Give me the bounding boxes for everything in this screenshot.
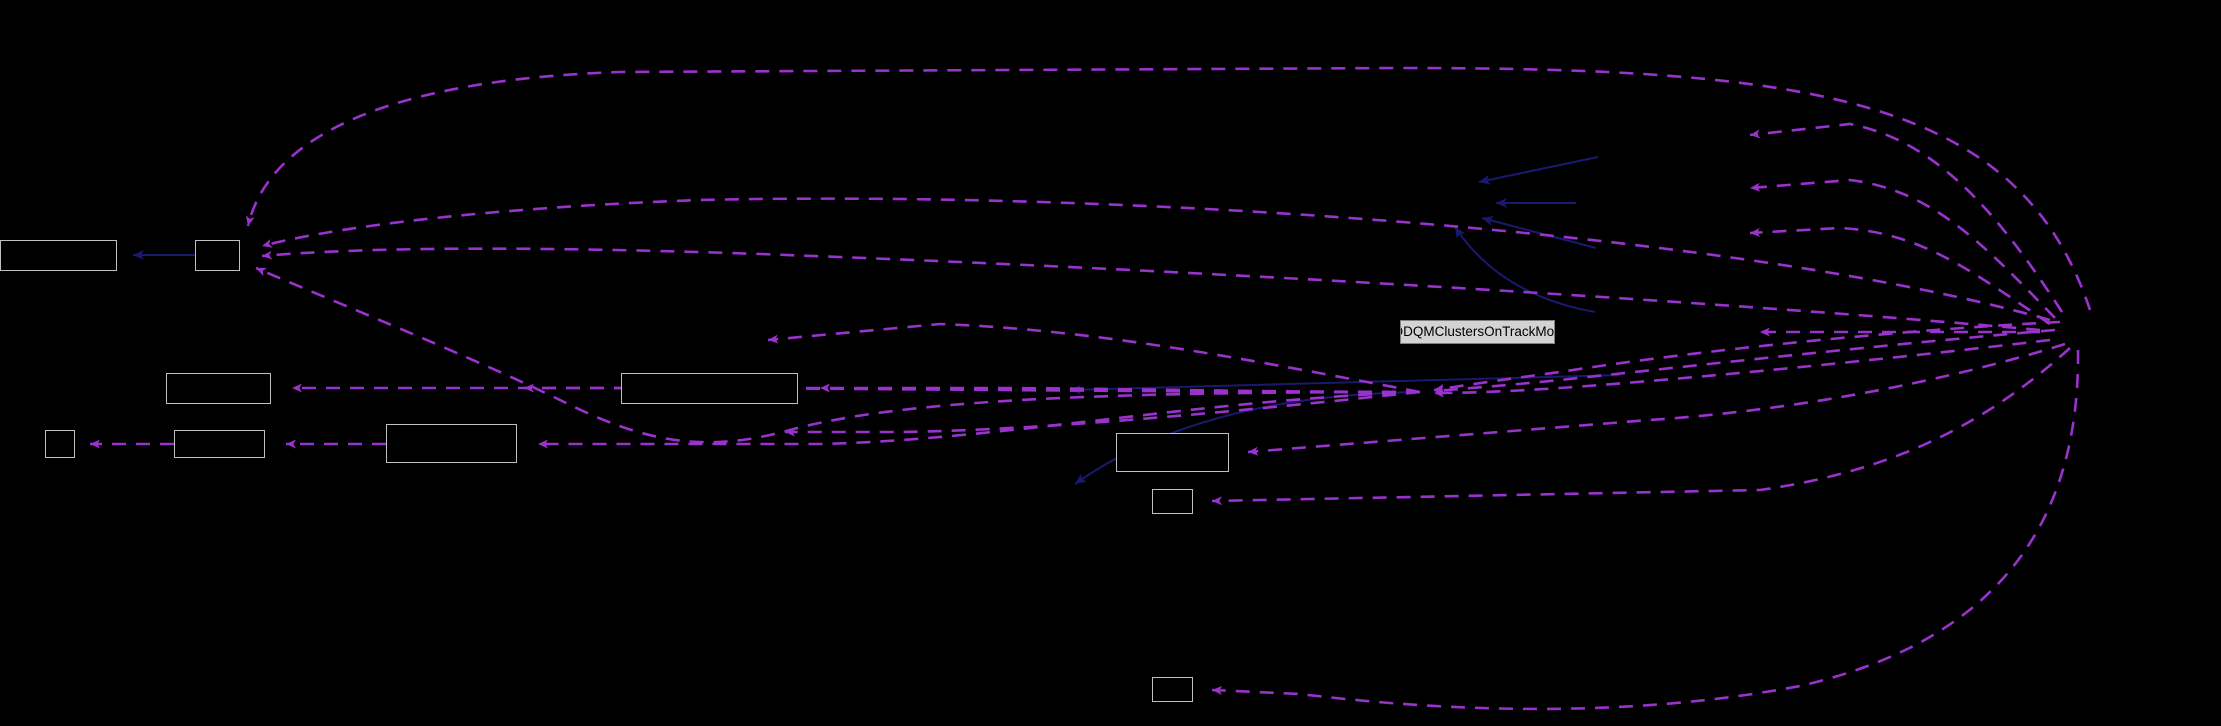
usage-edge-module-n1-upper[interactable] [261,197,2051,322]
usage-edge-module-n1-lower[interactable] [261,247,2041,332]
graph-node-box[interactable] [1116,433,1229,472]
usage-edge-module-n9[interactable] [1211,349,2080,711]
usage-edge-module-stub-3[interactable] [1749,226,2051,326]
usage-edge-module-top-sweep[interactable] [245,66,2092,311]
inheritance-edge-hub-d[interactable] [1454,226,1596,313]
usage-edge-module-stub-1[interactable] [1749,122,2064,313]
usage-edge-hub-left-lower-free[interactable] [785,390,1421,437]
usage-edge-group [90,66,2092,711]
graph-node-box[interactable] [1152,677,1193,702]
graph-node-box[interactable] [195,240,240,271]
graph-node-box[interactable] [174,430,265,458]
usage-edge-hub-left-upper-free[interactable] [767,322,1421,394]
graph-node-box[interactable] [621,373,798,404]
graph-node-svddqmclustersontrackmodule[interactable]: SVDDQMClustersOnTrackModule [1400,320,1555,344]
usage-edge-hub-n1-scurve[interactable] [255,266,1421,444]
graph-node-box[interactable] [166,373,271,404]
inheritance-edge-group [133,156,1621,485]
graph-node-label: SVDDQMClustersOnTrackModule [1401,323,1555,339]
usage-edge-module-hub-1[interactable] [1433,320,2061,393]
graph-node-box[interactable] [386,424,517,463]
usage-edge-module-stub-2[interactable] [1749,178,2056,319]
graph-node-box[interactable] [1152,489,1193,514]
inheritance-edge-hub-a[interactable] [1478,156,1599,185]
usage-edge-hub-n6[interactable] [820,383,1421,394]
usage-edge-module-n7[interactable] [1247,342,2066,456]
inheritance-edge-hub-c[interactable] [1481,215,1597,249]
usage-edge-module-n8[interactable] [1211,347,2071,506]
usage-edge-module-hub-2[interactable] [1433,328,2056,395]
graph-node-box[interactable] [0,240,117,271]
usage-edge-module-hub-3[interactable] [1433,338,2051,398]
usage-edge-hub-n2[interactable] [292,383,1421,394]
graph-node-box[interactable] [45,430,75,458]
